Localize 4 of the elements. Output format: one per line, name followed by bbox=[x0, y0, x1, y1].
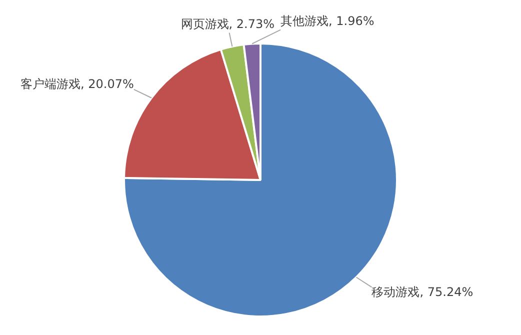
slice-label: 客户端游戏, 20.07% bbox=[20, 76, 134, 91]
slice-label: 网页游戏, 2.73% bbox=[180, 17, 274, 32]
slice-label: 移动游戏, 75.24% bbox=[372, 285, 474, 300]
slice-label: 其他游戏, 1.96% bbox=[280, 14, 374, 28]
